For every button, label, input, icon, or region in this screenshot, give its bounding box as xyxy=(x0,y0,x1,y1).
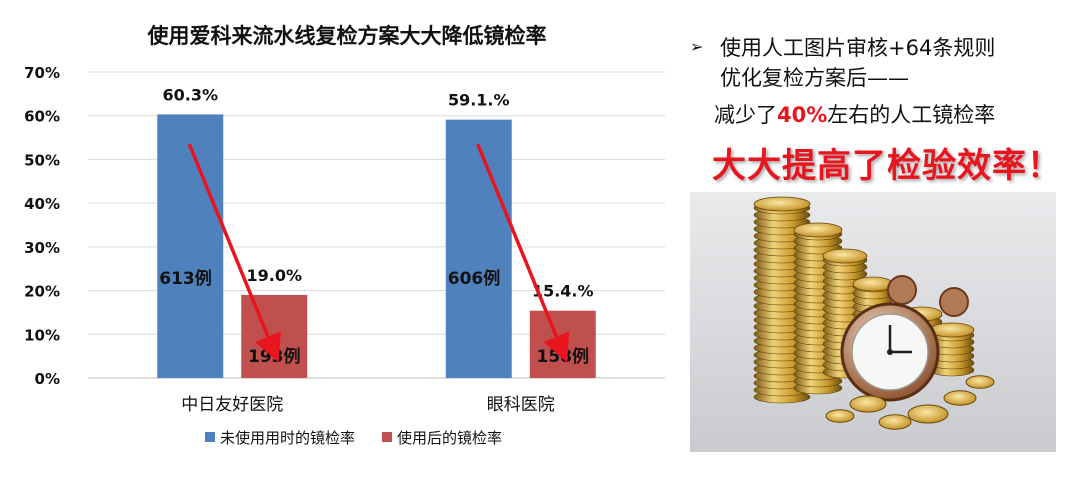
coins-clock-image xyxy=(690,192,1056,452)
y-tick-label: 10% xyxy=(24,326,60,344)
reduce-prefix: 减少了 xyxy=(714,103,777,127)
bar xyxy=(529,310,596,378)
legend-swatch xyxy=(382,432,392,442)
coin-top xyxy=(753,196,811,212)
loose-coin xyxy=(907,404,949,424)
coin-top xyxy=(793,222,843,238)
bullet-line-2: 优化复检方案后—— xyxy=(720,66,909,90)
loose-coin xyxy=(849,395,887,413)
headline: 大大提高了检验效率！ xyxy=(712,146,1062,186)
alarm-clock xyxy=(840,275,969,402)
reduce-line: 减少了40%左右的人工镜检率 xyxy=(714,99,995,129)
y-tick-label: 0% xyxy=(35,370,60,388)
legend-swatch xyxy=(205,432,215,442)
reduction-arrow xyxy=(187,143,281,363)
case-count-label: 606例 xyxy=(448,268,501,289)
chart-title: 使用爱科来流水线复检方案大大降低镜检率 xyxy=(147,24,547,48)
data-label: 15.4.% xyxy=(532,282,594,301)
y-tick-label: 70% xyxy=(24,64,60,82)
data-label: 19.0% xyxy=(246,266,302,285)
bar-chart: 使用爱科来流水线复检方案大大降低镜检率 0% 10% 20% 30% 40% 50% 60%… xyxy=(24,24,665,447)
x-tick-label: 中日友好医院 xyxy=(181,395,283,415)
bar xyxy=(445,119,512,379)
legend-label: 未使用用时的镜检率 xyxy=(220,429,355,447)
arrow-bullet-icon: ➢ xyxy=(690,37,704,56)
case-count-label: 613例 xyxy=(159,268,212,289)
reduction-arrow xyxy=(476,143,570,363)
y-tick-label: 60% xyxy=(24,108,60,126)
x-tick-label: 眼科医院 xyxy=(487,395,555,415)
loose-coin xyxy=(878,414,912,430)
y-tick-label: 50% xyxy=(24,151,60,169)
bullet-line-1: 使用人工图片审核+64条规则 xyxy=(720,36,996,60)
reduce-percent: 40% xyxy=(777,103,828,127)
coin-stack xyxy=(753,196,811,404)
coin-top xyxy=(852,276,894,292)
y-tick-label: 20% xyxy=(24,283,60,301)
coin-top xyxy=(822,248,868,264)
loose-coin xyxy=(943,390,977,406)
loose-coin xyxy=(825,409,855,423)
y-tick-label: 40% xyxy=(24,195,60,213)
data-label: 60.3% xyxy=(162,85,218,104)
data-label: 59.1.% xyxy=(448,91,510,110)
reduce-suffix: 左右的人工镜检率 xyxy=(827,103,996,127)
summary-panel: ➢ 使用人工图片审核+64条规则 优化复检方案后—— 减少了40%左右的人工镜检… xyxy=(690,0,1080,484)
coin-top xyxy=(929,322,975,338)
coin-stack xyxy=(929,322,975,377)
bar xyxy=(157,114,224,378)
loose-coin xyxy=(965,375,995,389)
legend-label: 使用后的镜检率 xyxy=(397,429,502,447)
y-tick-label: 30% xyxy=(24,239,60,257)
